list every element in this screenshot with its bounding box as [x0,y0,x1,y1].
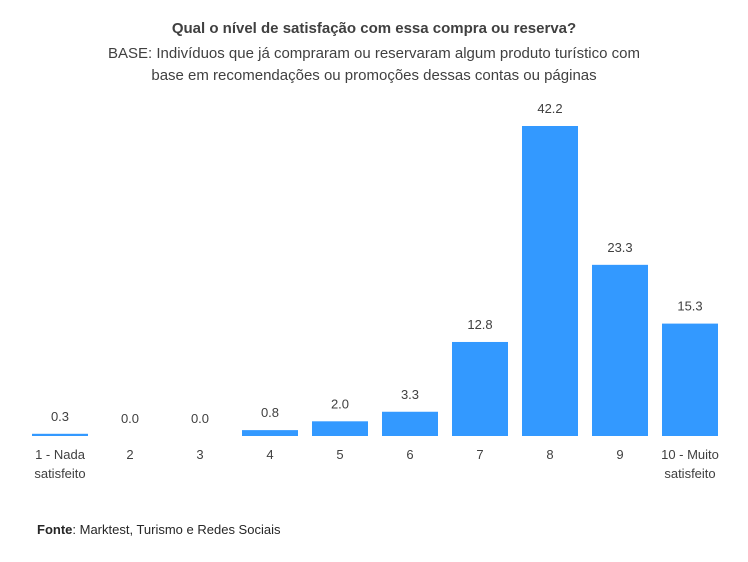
data-label-8: 42.2 [537,101,562,116]
bar-chart: 0.3 1 - Nada satisfeito 0.0 2 0.0 3 0.8 4 2.0 5 3.3… [32,101,719,481]
x-tick-label-7: 7 [476,447,483,462]
bar-8 [522,126,578,436]
x-tick-label-1: 1 - Nada satisfeito [34,447,85,481]
source-label: Fonte [37,522,73,537]
x-tick-label-10: 10 - Muito satisfeito [661,447,719,481]
x-tick-label-5: 5 [336,447,343,462]
bar-6 [382,411,438,436]
bar-4 [242,430,298,436]
x-tick-label-2: 2 [126,447,133,462]
x-tick-label-4: 4 [266,447,273,462]
data-label-2: 0.0 [121,411,139,426]
data-label-3: 0.0 [191,411,209,426]
data-label-10: 15.3 [677,299,702,314]
x-tick-label-6: 6 [406,447,413,462]
bar-10 [662,323,718,436]
bar-7 [452,341,508,436]
x-tick-label-8: 8 [546,447,553,462]
chart-subtitle: BASE: Indivíduos que já compraram ou res… [108,45,640,84]
x-tick-label-9: 9 [616,447,623,462]
data-label-7: 12.8 [467,317,492,332]
bar-1 [32,433,88,436]
bar-9 [592,264,648,436]
source-note: Fonte: Marktest, Turismo e Redes Sociais [37,522,280,537]
data-label-6: 3.3 [401,387,419,402]
x-tick-label-3: 3 [196,447,203,462]
data-label-4: 0.8 [261,405,279,420]
data-label-1: 0.3 [51,409,69,424]
data-label-9: 23.3 [607,240,632,255]
bar-5 [312,421,368,436]
data-label-5: 2.0 [331,396,349,411]
chart-title: Qual o nível de satisfação com essa comp… [171,20,577,37]
source-text: : Marktest, Turismo e Redes Sociais [72,522,281,537]
